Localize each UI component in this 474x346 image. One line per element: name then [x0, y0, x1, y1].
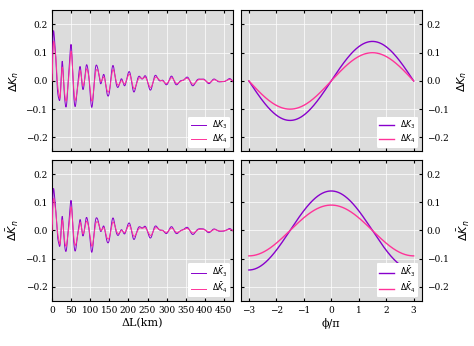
Legend: $\Delta\bar{K}_3$, $\Delta\bar{K}_4$: $\Delta\bar{K}_3$, $\Delta\bar{K}_4$	[377, 263, 418, 297]
Legend: $\Delta\bar{K}_3$, $\Delta\bar{K}_4$: $\Delta\bar{K}_3$, $\Delta\bar{K}_4$	[188, 263, 229, 297]
Y-axis label: $\Delta K_n$: $\Delta K_n$	[8, 70, 21, 92]
X-axis label: ϕ/π: ϕ/π	[322, 318, 340, 329]
Legend: $\Delta K_3$, $\Delta K_4$: $\Delta K_3$, $\Delta K_4$	[188, 117, 229, 148]
Y-axis label: $\Delta\bar{K}_n$: $\Delta\bar{K}_n$	[5, 220, 21, 241]
Y-axis label: $\Delta K_n$: $\Delta K_n$	[456, 70, 469, 92]
X-axis label: ΔL(km): ΔL(km)	[122, 318, 164, 328]
Legend: $\Delta K_3$, $\Delta K_4$: $\Delta K_3$, $\Delta K_4$	[377, 117, 418, 148]
Y-axis label: $\Delta\bar{K}_n$: $\Delta\bar{K}_n$	[456, 220, 472, 241]
